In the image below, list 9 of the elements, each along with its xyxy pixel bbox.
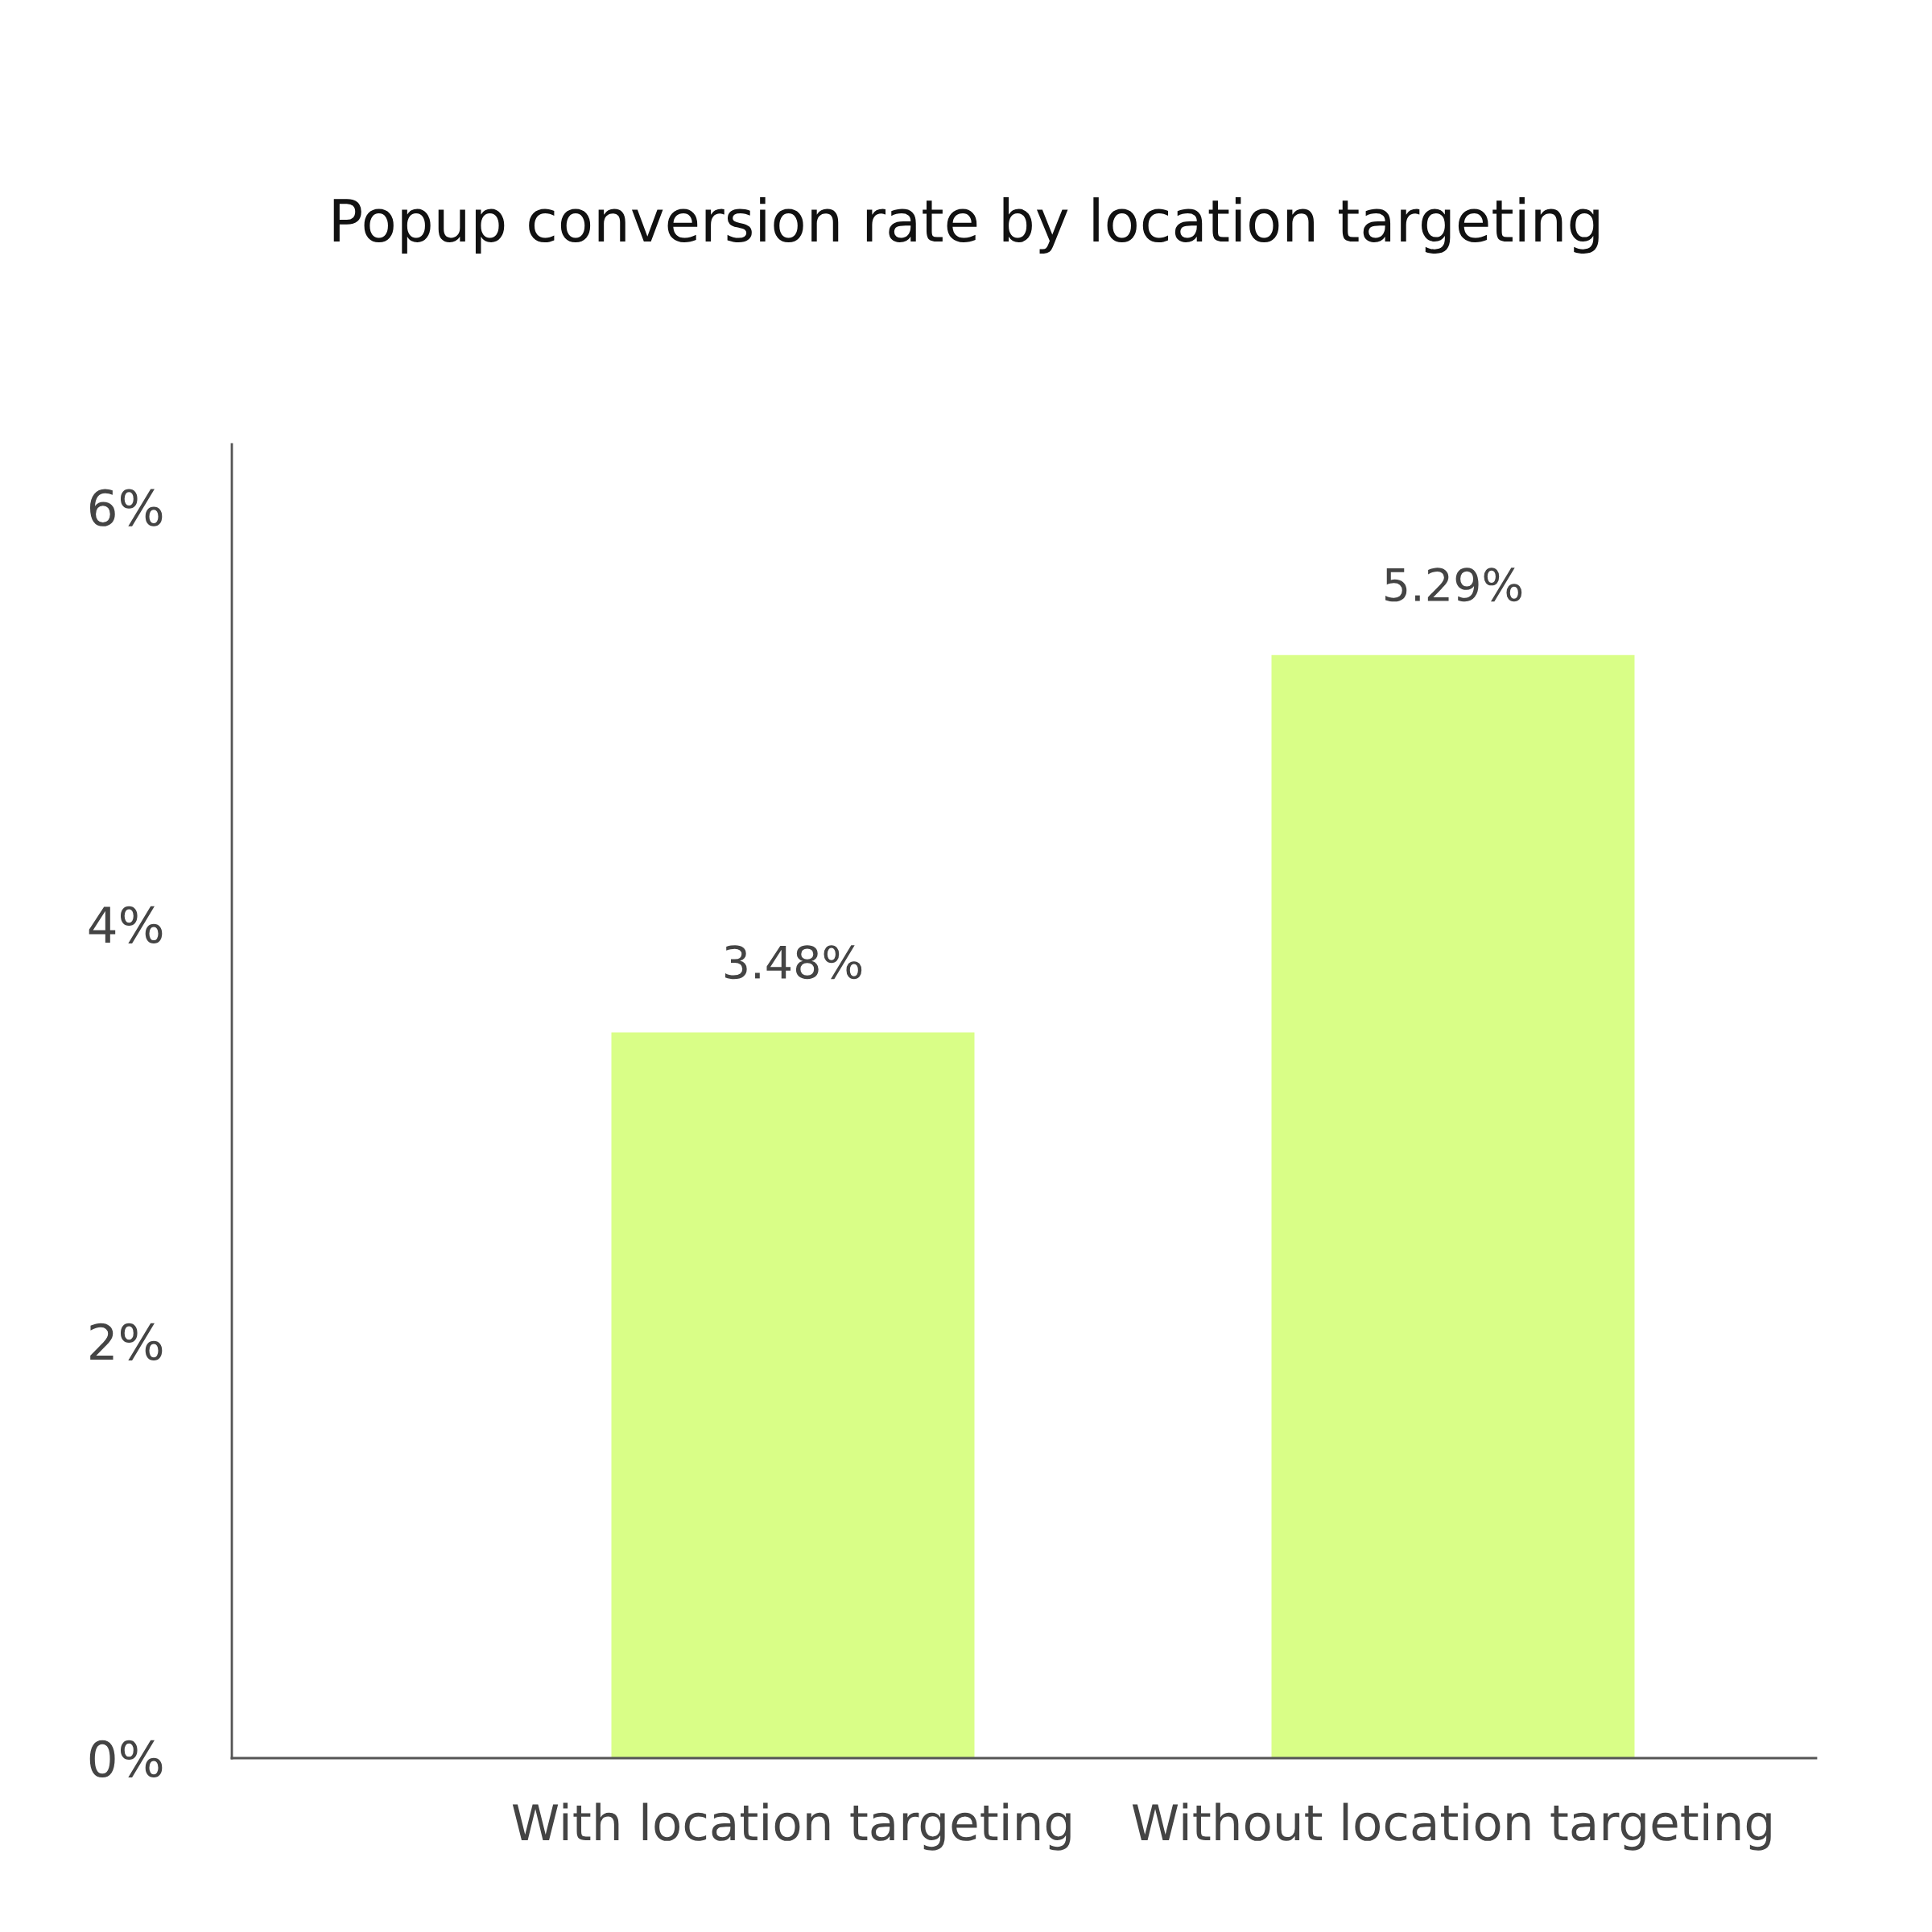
y-tick-label: 2%: [90, 1323, 163, 1360]
x-tick-label: Without location targeting: [1132, 1802, 1771, 1851]
data-label: 3.48%: [724, 945, 862, 980]
y-tick-label: 6%: [89, 489, 163, 526]
y-tick-label: 0%: [89, 1740, 163, 1778]
chart-title: Popup conversion rate by location targeting: [333, 197, 1599, 254]
y-tick-label: 4%: [89, 906, 163, 943]
x-tick-label: With location targeting: [512, 1802, 1071, 1851]
data-label: 5.29%: [1385, 568, 1522, 602]
